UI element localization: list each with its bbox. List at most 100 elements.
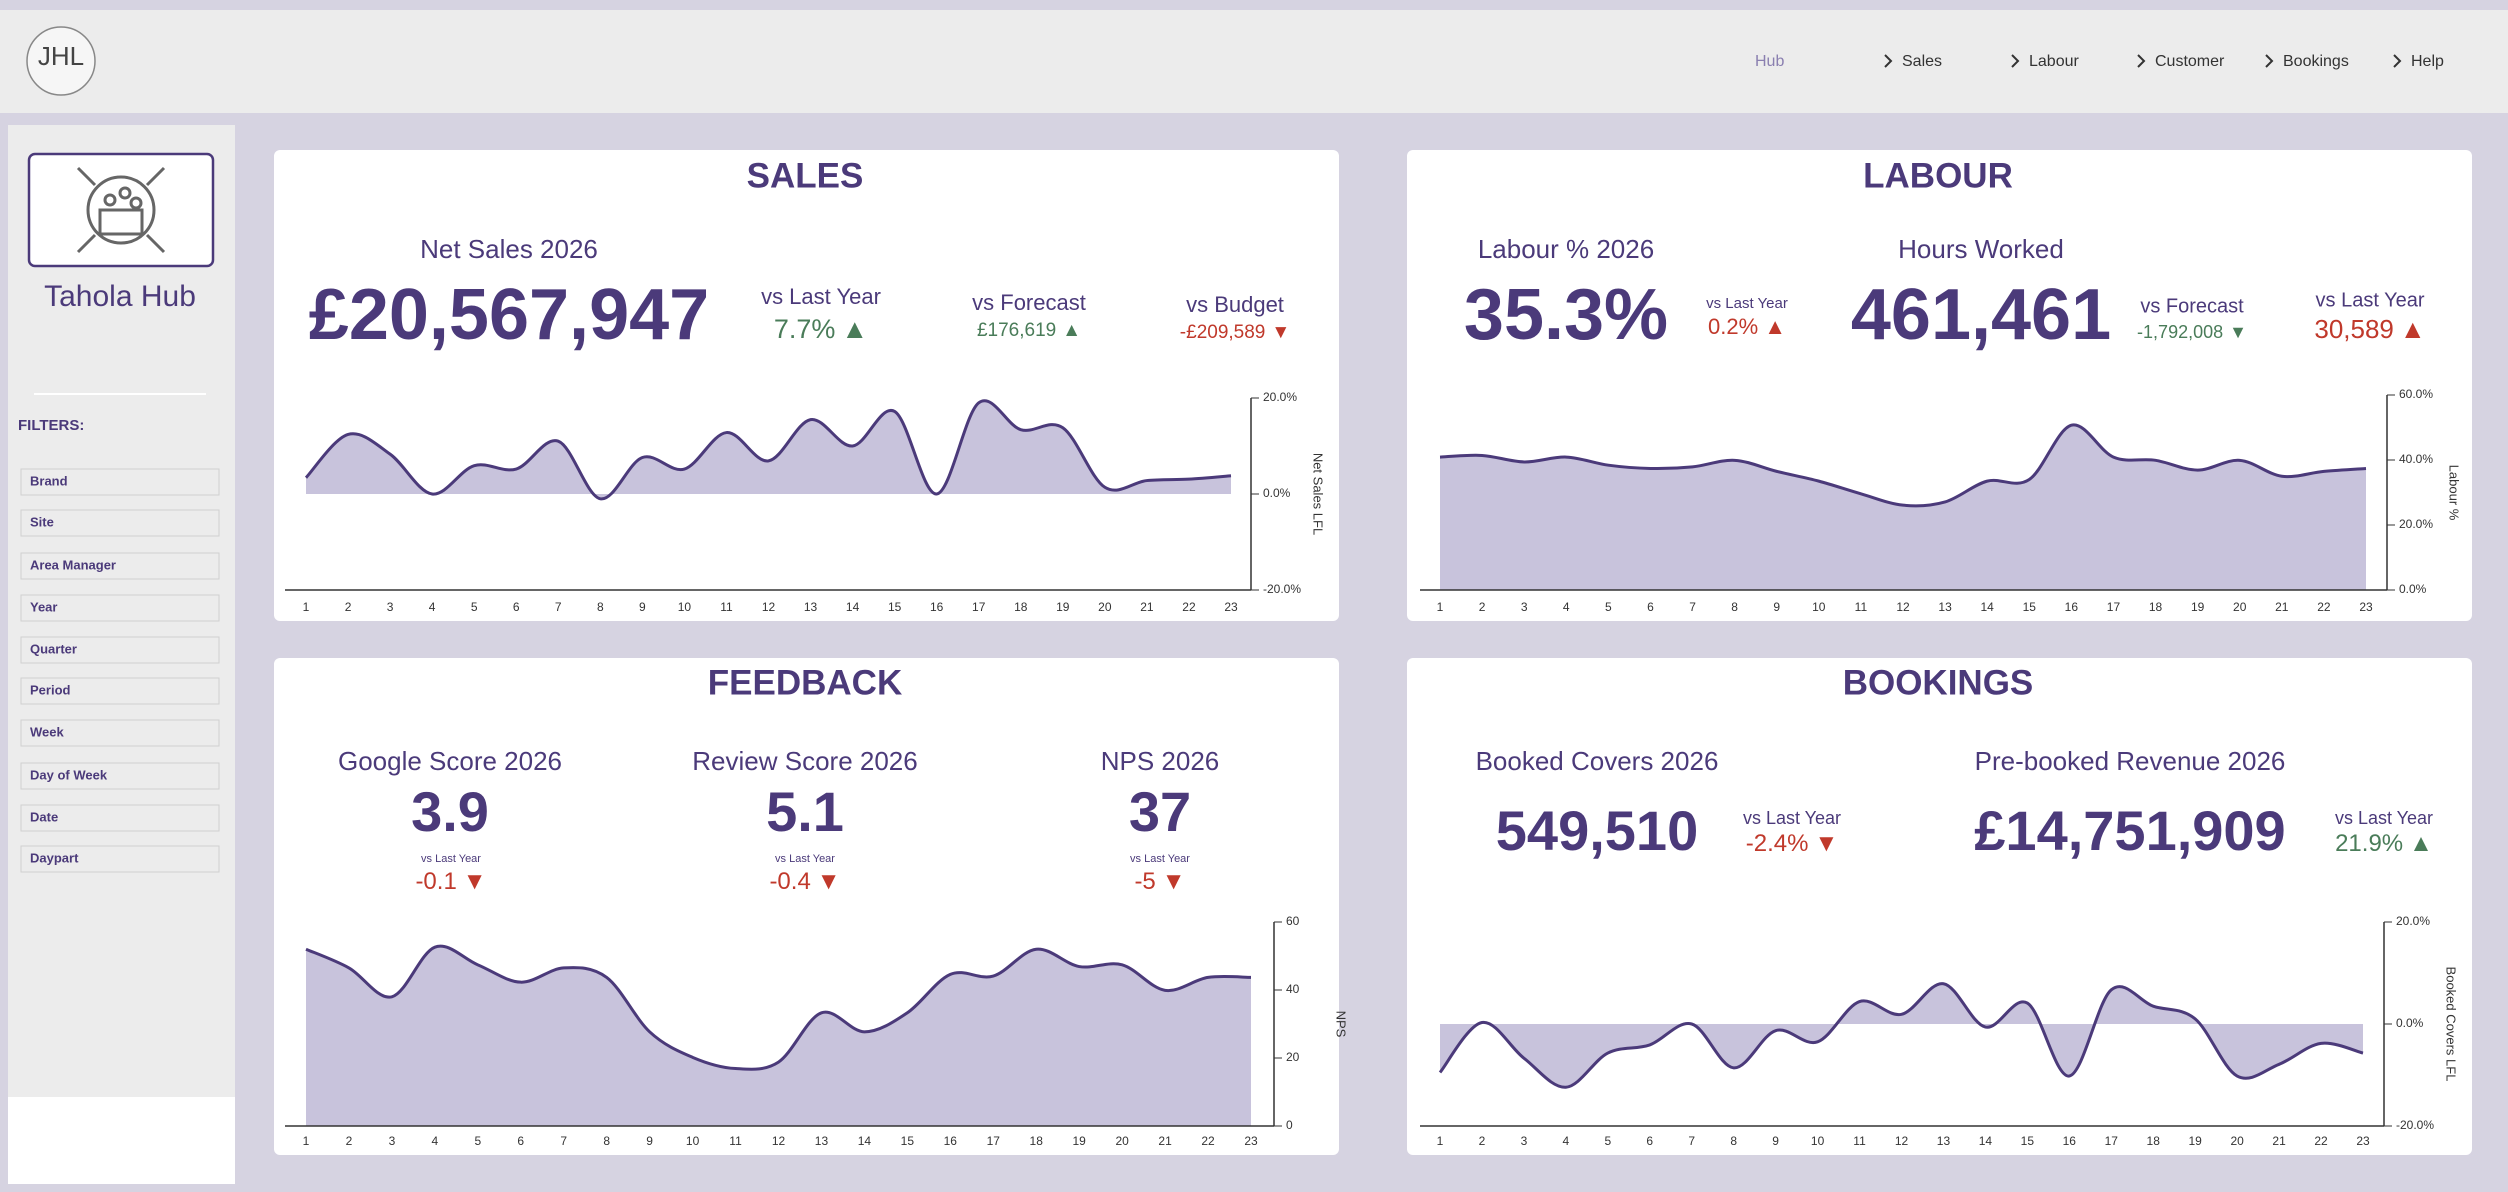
filter-box[interactable]	[20, 804, 220, 832]
nav-item[interactable]: Hub	[1755, 53, 1784, 70]
chevron	[2137, 54, 2146, 68]
trend-arrow: ▼	[817, 868, 841, 895]
trend-arrow: ▼	[1814, 830, 1838, 857]
x-tick-label: 6	[1647, 600, 1654, 614]
y-tick-label: 40	[1286, 982, 1300, 996]
x-tick-label: 3	[387, 600, 394, 614]
comparison-change: 21.9% ▲	[2335, 830, 2433, 857]
x-tick-label: 17	[987, 1134, 1001, 1148]
chevron	[2011, 54, 2020, 68]
comparison-label: vs Forecast	[2140, 295, 2244, 317]
comparison-change: £176,619 ▲	[977, 320, 1081, 341]
kpi-value: 5.1	[766, 780, 844, 843]
filter-label: Year	[30, 599, 57, 614]
change-value: -2.4%	[1746, 830, 1809, 857]
nav-item[interactable]: Customer	[2155, 53, 2225, 70]
filter-label: Period	[30, 682, 71, 697]
x-tick-label: 8	[1731, 600, 1738, 614]
y-tick-label: 20.0%	[1263, 390, 1297, 404]
x-tick-label: 14	[846, 600, 860, 614]
filter-box[interactable]	[20, 552, 220, 580]
filter-box[interactable]	[20, 845, 220, 873]
x-tick-label: 14	[858, 1134, 872, 1148]
x-tick-label: 10	[1811, 1134, 1825, 1148]
trend-arrow: ▲	[841, 314, 868, 344]
panel	[274, 150, 1339, 621]
nav-item[interactable]: Help	[2411, 53, 2444, 70]
x-tick-label: 4	[1563, 1134, 1570, 1148]
kpi-value: 3.9	[411, 780, 489, 843]
kpi-value: 461,461	[1851, 275, 2111, 355]
x-tick-label: 15	[2023, 600, 2037, 614]
y-tick-label: 60.0%	[2399, 387, 2433, 401]
panel-title: LABOUR	[1863, 156, 2013, 195]
x-tick-label: 8	[597, 600, 604, 614]
y-tick-label: 0.0%	[2399, 582, 2427, 596]
nav-item[interactable]: Bookings	[2283, 53, 2349, 70]
x-tick-label: 7	[1688, 1134, 1695, 1148]
filter-label: Daypart	[30, 850, 79, 865]
y-tick-label: 0	[1286, 1118, 1293, 1132]
filter-label: Quarter	[30, 641, 77, 656]
filter-box[interactable]	[20, 677, 220, 705]
x-tick-label: 5	[471, 600, 478, 614]
x-tick-label: 21	[1158, 1134, 1172, 1148]
kpi-label: Labour % 2026	[1478, 234, 1654, 264]
sidebar-title: Tahola Hub	[44, 280, 196, 313]
kpi-value: £20,567,947	[309, 275, 709, 355]
comparison-label: vs Last Year	[775, 853, 835, 865]
kpi-value: 35.3%	[1464, 275, 1668, 355]
x-tick-label: 22	[1201, 1134, 1215, 1148]
x-tick-label: 12	[772, 1134, 786, 1148]
comparison-change: -0.4 ▼	[769, 868, 840, 895]
kpi-label: Booked Covers 2026	[1476, 746, 1719, 776]
comparison-change: -£209,589 ▼	[1180, 322, 1290, 343]
comparison-label: vs Forecast	[972, 290, 1086, 315]
kpi-label: Net Sales 2026	[420, 234, 598, 264]
comparison-change: 30,589 ▲	[2314, 314, 2425, 344]
comparison-change: 0.2% ▲	[1708, 314, 1786, 339]
x-tick-label: 18	[2147, 1134, 2161, 1148]
x-tick-label: 20	[1098, 600, 1112, 614]
change-value: -0.4	[769, 868, 810, 895]
x-tick-label: 21	[1140, 600, 1154, 614]
filter-box[interactable]	[20, 719, 220, 747]
logo-text: JHL	[38, 41, 84, 71]
filter-box[interactable]	[20, 468, 220, 496]
filter-box[interactable]	[20, 636, 220, 664]
x-tick-label: 12	[1896, 600, 1910, 614]
panel-title: SALES	[747, 156, 864, 195]
x-tick-label: 11	[720, 600, 733, 614]
kpi-label: Hours Worked	[1898, 234, 2064, 264]
x-tick-label: 22	[1182, 600, 1196, 614]
nav-item[interactable]: Labour	[2029, 53, 2079, 70]
x-tick-label: 4	[432, 1134, 439, 1148]
logo[interactable]	[26, 26, 96, 96]
filters-label: FILTERS:	[18, 417, 84, 434]
y-tick-label: 20.0%	[2396, 914, 2430, 928]
filter-box[interactable]	[20, 594, 220, 622]
filter-label: Area Manager	[30, 557, 116, 572]
x-tick-label: 9	[1772, 1134, 1779, 1148]
filter-label: Brand	[30, 473, 68, 488]
nav-item[interactable]: Sales	[1902, 53, 1942, 70]
x-tick-label: 20	[2230, 1134, 2244, 1148]
y-axis-label: Labour %	[2447, 465, 2462, 521]
hub-icon	[76, 166, 166, 254]
y-tick-label: 40.0%	[2399, 452, 2433, 466]
filter-box[interactable]	[20, 762, 220, 790]
x-tick-label: 6	[517, 1134, 524, 1148]
filter-box[interactable]	[20, 509, 220, 537]
x-tick-label: 2	[1479, 600, 1486, 614]
y-tick-label: 20.0%	[2399, 517, 2433, 531]
x-tick-label: 11	[729, 1134, 742, 1148]
change-value: -1,792,008	[2137, 322, 2223, 342]
kpi-label: Google Score 2026	[338, 746, 562, 776]
x-tick-label: 10	[678, 600, 692, 614]
x-tick-label: 11	[1853, 1134, 1866, 1148]
x-tick-label: 15	[2021, 1134, 2035, 1148]
x-tick-label: 20	[2233, 600, 2247, 614]
trend-arrow: ▼	[1162, 868, 1186, 895]
x-tick-label: 7	[555, 600, 562, 614]
x-tick-label: 19	[2191, 600, 2205, 614]
